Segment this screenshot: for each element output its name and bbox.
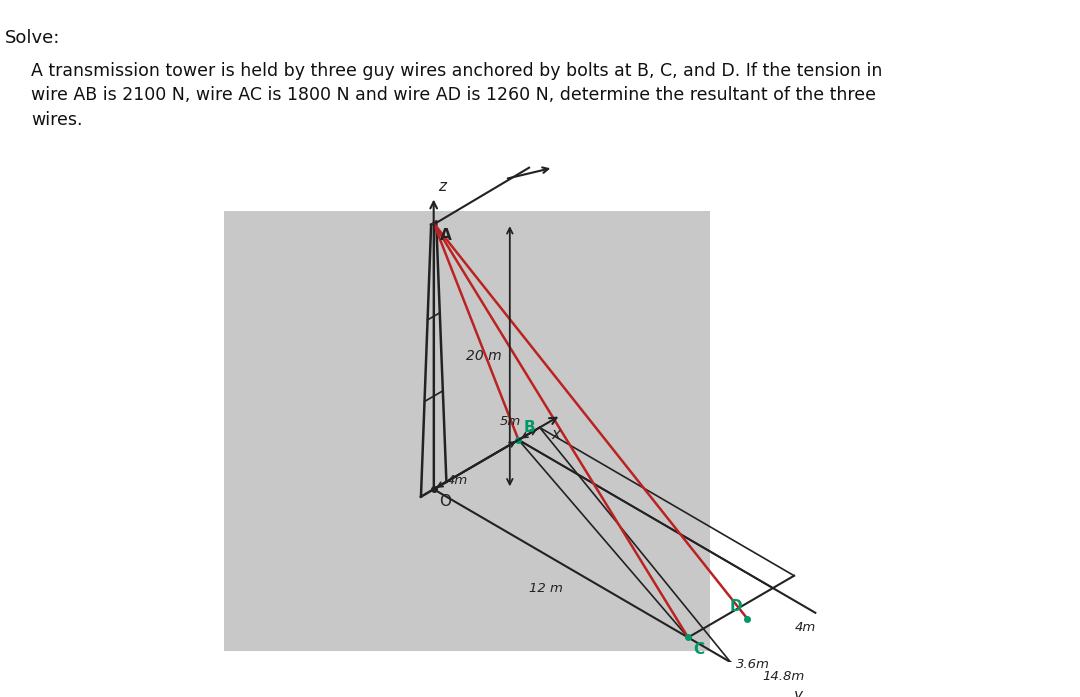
Text: 4m: 4m: [447, 474, 469, 487]
Text: O: O: [440, 494, 451, 509]
Text: 3.6m: 3.6m: [735, 658, 770, 671]
Text: 12 m: 12 m: [529, 583, 564, 595]
Text: C: C: [693, 642, 704, 657]
Text: 14.8m: 14.8m: [761, 671, 805, 683]
Text: A transmission tower is held by three guy wires anchored by bolts at B, C, and D: A transmission tower is held by three gu…: [31, 62, 882, 79]
Text: 20 m: 20 m: [467, 349, 502, 363]
Text: Solve:: Solve:: [4, 29, 60, 47]
Bar: [224, 211, 711, 651]
Text: B: B: [524, 420, 535, 435]
Text: wire AB is 2100 N, wire AC is 1800 N and wire AD is 1260 N, determine the result: wire AB is 2100 N, wire AC is 1800 N and…: [31, 86, 876, 105]
Text: z: z: [438, 179, 446, 194]
Text: 4m: 4m: [795, 621, 815, 634]
Text: 5m: 5m: [500, 415, 522, 428]
Text: D: D: [730, 599, 743, 614]
Text: x: x: [552, 427, 561, 442]
Text: wires.: wires.: [31, 111, 82, 129]
Text: A: A: [440, 228, 451, 243]
Text: y: y: [793, 689, 802, 697]
